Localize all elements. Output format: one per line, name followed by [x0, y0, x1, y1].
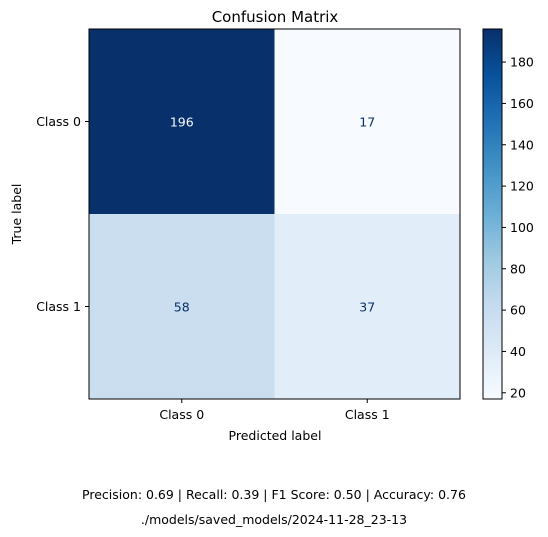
matrix-cells	[89, 29, 460, 399]
matrix-cell-r1-c1	[274, 214, 460, 399]
colorbar-tick-label: 80	[510, 261, 526, 276]
colorbar-tick-label: 60	[510, 303, 526, 318]
colorbar-tick-label: 120	[510, 179, 534, 194]
x-tick-label: Class 1	[345, 407, 390, 422]
x-axis-label: Predicted label	[229, 428, 322, 443]
cell-value-r1-c1: 37	[359, 300, 375, 315]
y-tick-label: Class 0	[36, 114, 81, 129]
cell-value-r0-c0: 196	[170, 115, 194, 130]
colorbar-tick-label: 140	[510, 137, 534, 152]
y-tick-label: Class 1	[36, 299, 81, 314]
cell-value-r1-c0: 58	[174, 300, 190, 315]
cell-value-r0-c1: 17	[359, 115, 375, 130]
matrix-cell-r0-c0	[89, 29, 275, 214]
matrix-cell-r0-c1	[274, 29, 460, 214]
colorbar-gradient	[483, 29, 502, 399]
x-axis-ticks: Class 0 Class 1	[159, 399, 390, 422]
model-path: ./models/saved_models/2024-11-28_23-13	[140, 512, 408, 527]
colorbar-tick-label: 160	[510, 96, 534, 111]
colorbar: 20 40 60 80 100 120 140 160 180	[482, 28, 534, 400]
colorbar-tick-label: 100	[510, 220, 534, 235]
y-axis-ticks: Class 0 Class 1	[36, 114, 89, 314]
plot-frame	[88, 28, 461, 400]
chart-title: Confusion Matrix	[212, 8, 339, 26]
colorbar-ticks: 20 40 60 80 100 120 140 160 180	[502, 55, 534, 400]
x-tick-label: Class 0	[159, 407, 204, 422]
matrix-cell-r1-c0	[89, 214, 275, 399]
colorbar-tick-label: 180	[510, 55, 534, 70]
colorbar-tick-label: 20	[510, 385, 526, 400]
colorbar-tick-label: 40	[510, 344, 526, 359]
matrix-cell-labels: 196 17 58 37	[170, 115, 375, 315]
colorbar-frame	[482, 28, 503, 400]
metrics-summary: Precision: 0.69 | Recall: 0.39 | F1 Scor…	[82, 487, 466, 502]
y-axis-label: True label	[9, 184, 24, 246]
